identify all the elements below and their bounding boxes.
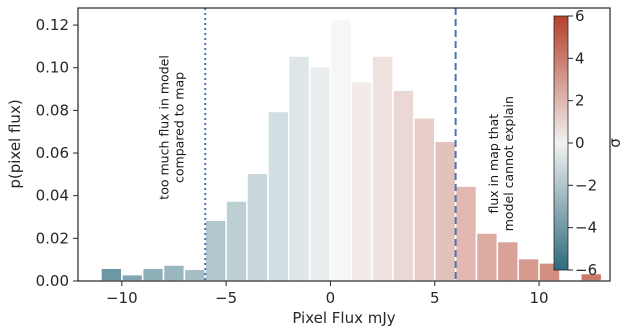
y-tick-label: 0.10 — [36, 59, 69, 77]
threshold-lines — [204, 8, 457, 281]
histogram-bar — [329, 18, 353, 282]
annotation-line: model cannot explain — [501, 96, 516, 231]
histogram-bar — [141, 267, 165, 282]
colorbar-tick-label: 2 — [575, 92, 585, 110]
annotation-line: flux in map that — [486, 114, 501, 214]
colorbar-tick-label: −6 — [575, 261, 597, 279]
plot-area-frame — [77, 7, 611, 282]
histogram-bar — [246, 172, 269, 282]
colorbar-ticks: −6 −4 −2 0 2 4 6 — [568, 7, 597, 279]
x-tick-label: −5 — [215, 289, 237, 307]
x-tick-label: 5 — [430, 289, 440, 307]
histogram-bar — [225, 200, 248, 282]
y-tick-label: 0.12 — [36, 16, 69, 34]
histogram-bars — [100, 18, 603, 282]
histogram-bar — [308, 65, 332, 282]
x-axis-ticks: −10 −5 0 5 10 — [106, 281, 549, 307]
y-axis-label: p(pixel flux) — [6, 99, 24, 188]
histogram-bar — [121, 273, 144, 282]
histogram-bar — [371, 55, 394, 282]
colorbar-gradient — [553, 15, 569, 271]
x-tick-label: 10 — [530, 289, 549, 307]
annotation-line: compared to map — [171, 72, 186, 183]
y-tick-label: 0.04 — [36, 187, 69, 205]
colorbar: −6 −4 −2 0 2 4 6 σ — [553, 7, 620, 279]
colorbar-tick-label: −2 — [575, 176, 597, 194]
colorbar-tick-label: 4 — [575, 49, 585, 67]
colorbar-tick-label: 0 — [575, 134, 585, 152]
histogram-bar — [392, 89, 415, 282]
histogram-bar — [517, 257, 540, 282]
colorbar-tick-label: −4 — [575, 219, 597, 237]
x-tick-label: −10 — [106, 289, 138, 307]
map-excess-annotation: flux in map that model cannot explain — [486, 96, 516, 231]
annotations: too much flux in model compared to map flu… — [156, 55, 516, 231]
histogram-bar — [204, 219, 227, 282]
colorbar-label: σ — [606, 138, 620, 148]
histogram-bar — [100, 267, 123, 282]
y-tick-label: 0.02 — [36, 229, 69, 247]
histogram-bar — [413, 117, 436, 282]
histogram-bar — [162, 264, 186, 282]
x-tick-label: 0 — [326, 289, 336, 307]
y-tick-label: 0.00 — [36, 272, 69, 290]
y-tick-label: 0.08 — [36, 101, 69, 119]
histogram-bar — [496, 240, 519, 282]
y-axis-ticks: 0.00 0.02 0.04 0.06 0.08 0.10 0.12 — [36, 16, 78, 290]
y-tick-label: 0.06 — [36, 144, 69, 162]
model-excess-annotation: too much flux in model compared to map — [156, 55, 186, 200]
histogram-bar — [350, 80, 373, 282]
annotation-line: too much flux in model — [156, 55, 171, 200]
histogram-bar — [434, 140, 457, 282]
histogram-bar — [287, 55, 311, 282]
histogram-bar — [267, 110, 290, 282]
x-axis-label: Pixel Flux mJy — [292, 309, 395, 327]
histogram-bar — [183, 268, 207, 282]
histogram-bar — [475, 232, 499, 282]
colorbar-tick-label: 6 — [575, 7, 585, 25]
histogram-bar — [454, 185, 478, 282]
